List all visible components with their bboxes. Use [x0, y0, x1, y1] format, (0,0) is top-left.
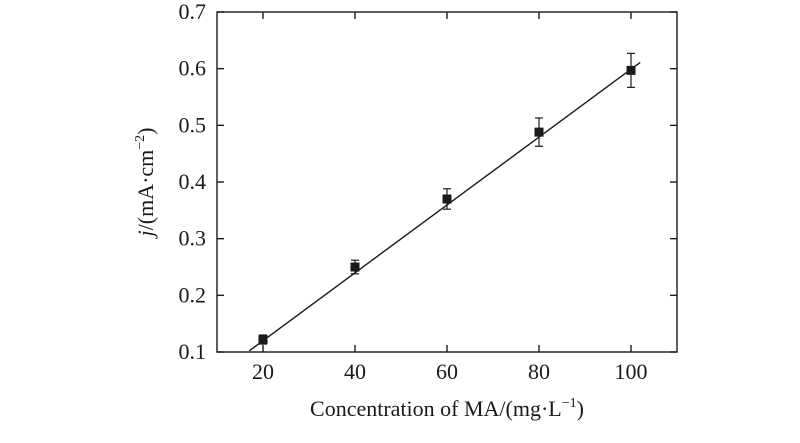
data-points [258, 65, 636, 345]
y-tick-label: 0.2 [179, 282, 207, 307]
y-tick-label: 0.5 [179, 112, 207, 137]
y-tick-label: 0.1 [179, 339, 207, 364]
x-tick-label: 20 [252, 359, 274, 384]
x-tick-label: 80 [528, 359, 550, 384]
plot-frame [216, 11, 678, 353]
y-tick-label: 0.4 [179, 169, 207, 194]
axis-tick-labels: 20 40 60 80 100 0.1 0.2 0.3 0.4 0.5 0.6 0.7 [179, 0, 648, 384]
x-tick-label: 60 [436, 359, 458, 384]
y-axis-title: j/(mA·cm−2) [133, 127, 158, 239]
data-point [442, 194, 452, 204]
fit-line [248, 61, 641, 352]
y-tick-label: 0.7 [179, 0, 207, 24]
data-point [626, 65, 636, 75]
x-tick-label: 40 [344, 359, 366, 384]
x-axis-title: Concentration of MA/(mg·L−1) [310, 396, 584, 421]
y-tick-label: 0.3 [179, 226, 207, 251]
y-tick-label: 0.6 [179, 56, 207, 81]
data-point [350, 262, 360, 272]
data-point [258, 335, 268, 345]
axis-ticks [217, 11, 677, 353]
data-point [534, 127, 544, 137]
x-tick-label: 100 [615, 359, 648, 384]
